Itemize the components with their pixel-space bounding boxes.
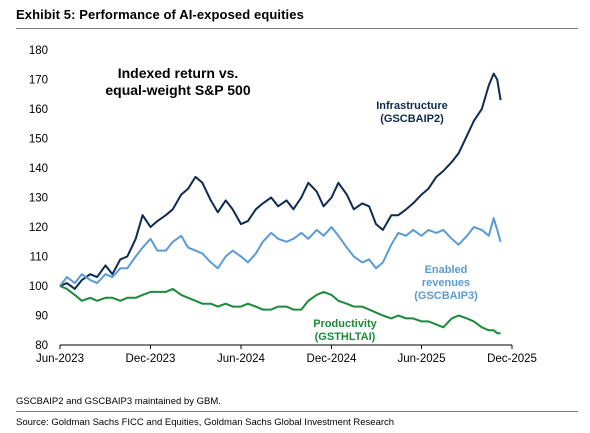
series-label-infrastructure-line-1: Infrastructure <box>376 100 448 112</box>
x-axis: Jun-2023 Dec-2023 Jun-2024 Dec-2024 Jun-2025… <box>36 344 537 365</box>
y-tick-label: 180 <box>29 45 48 57</box>
bottom-rule <box>16 411 578 412</box>
inset-title-line-1: Indexed return vs. <box>118 65 239 81</box>
series-labels: Infrastructure (GSCBAIP2) Enabled revenu… <box>313 100 478 343</box>
y-tick-label: 160 <box>29 104 48 116</box>
inset-title-line-2: equal-weight S&P 500 <box>105 82 250 98</box>
top-rule <box>16 28 578 29</box>
y-tick-label: 140 <box>29 163 48 175</box>
series-label-enabled-line-2: revenues <box>422 277 470 289</box>
series-lines <box>59 72 502 335</box>
y-tick-label: 110 <box>30 252 48 264</box>
series-label-productivity-line-1: Productivity <box>313 318 377 330</box>
line-chart: Indexed return vs. equal-weight S&P 500 … <box>29 45 537 365</box>
x-tick-label: Jun-2025 <box>398 353 446 365</box>
exhibit-title: Exhibit 5: Performance of AI-exposed equ… <box>16 7 304 22</box>
x-tick-label: Dec-2023 <box>126 353 176 365</box>
series-label-productivity-line-2: (GSTHLTAI) <box>315 331 376 343</box>
footnote: GSCBAIP2 and GSCBAIP3 maintained by GBM. <box>16 396 221 407</box>
y-axis: 80 90 100 110 120 130 140 150 160 170 180 <box>29 45 48 352</box>
series-line-infrastructure <box>59 72 502 290</box>
inset-title: Indexed return vs. equal-weight S&P 500 <box>105 65 250 98</box>
series-label-enabled-line-1: Enabled <box>425 264 468 276</box>
x-tick-label: Jun-2024 <box>217 353 266 365</box>
x-tick-label: Dec-2024 <box>307 353 357 365</box>
y-tick-label: 150 <box>29 134 48 146</box>
x-tick-label: Jun-2023 <box>36 353 84 365</box>
source-note: Source: Goldman Sachs FICC and Equities,… <box>16 417 395 428</box>
series-label-enabled-line-3: (GSCBAIP3) <box>414 290 478 302</box>
series-label-infrastructure-line-2: (GSCBAIP2) <box>380 113 444 125</box>
series-line-enabled-revenues <box>59 217 502 287</box>
y-tick-label: 100 <box>29 281 48 293</box>
series-line-productivity <box>59 285 501 335</box>
y-tick-label: 130 <box>29 193 48 205</box>
y-tick-label: 80 <box>35 340 48 352</box>
y-tick-label: 170 <box>29 75 48 87</box>
y-tick-label: 120 <box>29 222 48 234</box>
x-tick-label: Dec-2025 <box>487 353 537 365</box>
y-tick-label: 90 <box>35 311 48 323</box>
